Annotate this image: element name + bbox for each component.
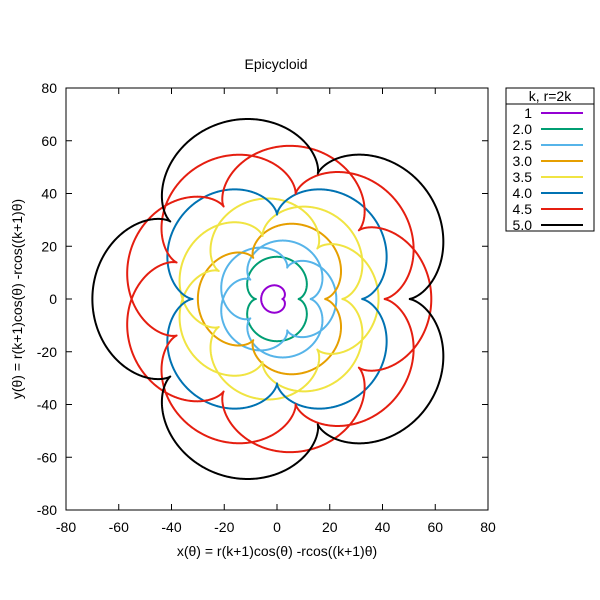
legend-label-7: 4.5 xyxy=(513,201,533,217)
y-tick-label: 0 xyxy=(49,291,57,307)
y-tick-label: -60 xyxy=(37,449,57,465)
legend-label-5: 3.5 xyxy=(513,169,533,185)
series-curve-1 xyxy=(260,284,286,314)
legend-label-3: 2.5 xyxy=(513,137,533,153)
legend-box xyxy=(505,87,595,232)
legend: k, r=2k 12.02.53.03.54.04.55.0 xyxy=(505,87,595,233)
x-tick-label: 40 xyxy=(375,519,391,535)
y-tick-label: -20 xyxy=(37,344,57,360)
x-tick-label: 80 xyxy=(480,519,496,535)
legend-items: 12.02.53.03.54.04.55.0 xyxy=(513,105,583,233)
x-axis-ticks: -80 -60 -40 -20 0 20 40 60 80 xyxy=(56,88,496,535)
x-tick-label: -80 xyxy=(56,519,76,535)
x-tick-label: -60 xyxy=(109,519,129,535)
y-tick-label: -80 xyxy=(37,502,57,518)
legend-label-8: 5.0 xyxy=(513,217,533,233)
y-axis-label: y(θ) = r(k+1)cos(θ) -rcos((k+1)θ) xyxy=(9,199,25,399)
legend-label-6: 4.0 xyxy=(513,185,533,201)
y-tick-label: 80 xyxy=(41,80,57,96)
x-tick-label: 0 xyxy=(273,519,281,535)
series-curve-2 xyxy=(246,255,308,343)
y-tick-label: -40 xyxy=(37,397,57,413)
chart-title: Epicycloid xyxy=(244,56,307,72)
x-axis-label: x(θ) = r(k+1)cos(θ) -rcos((k+1)θ) xyxy=(177,543,377,559)
series-curve-3 xyxy=(220,239,338,359)
series-curve-6 xyxy=(166,188,388,410)
x-tick-label: 60 xyxy=(427,519,443,535)
y-tick-label: 20 xyxy=(41,238,57,254)
series-curve-7 xyxy=(126,144,433,454)
x-tick-label: -20 xyxy=(214,519,234,535)
x-tick-label: 20 xyxy=(322,519,338,535)
x-tick-label: -40 xyxy=(161,519,181,535)
legend-label-4: 3.0 xyxy=(513,153,533,169)
y-axis-ticks: -80 -60 -40 -20 0 20 40 60 80 xyxy=(37,80,488,518)
legend-label-1: 1 xyxy=(524,105,532,121)
plot-frame xyxy=(65,87,489,511)
y-tick-label: 60 xyxy=(41,133,57,149)
series-curve-5 xyxy=(178,197,380,401)
plot-curves xyxy=(91,118,445,480)
y-tick-label: 40 xyxy=(41,186,57,202)
legend-label-2: 2.0 xyxy=(513,121,533,137)
series-curve-8 xyxy=(91,118,445,480)
legend-title: k, r=2k xyxy=(529,88,572,104)
